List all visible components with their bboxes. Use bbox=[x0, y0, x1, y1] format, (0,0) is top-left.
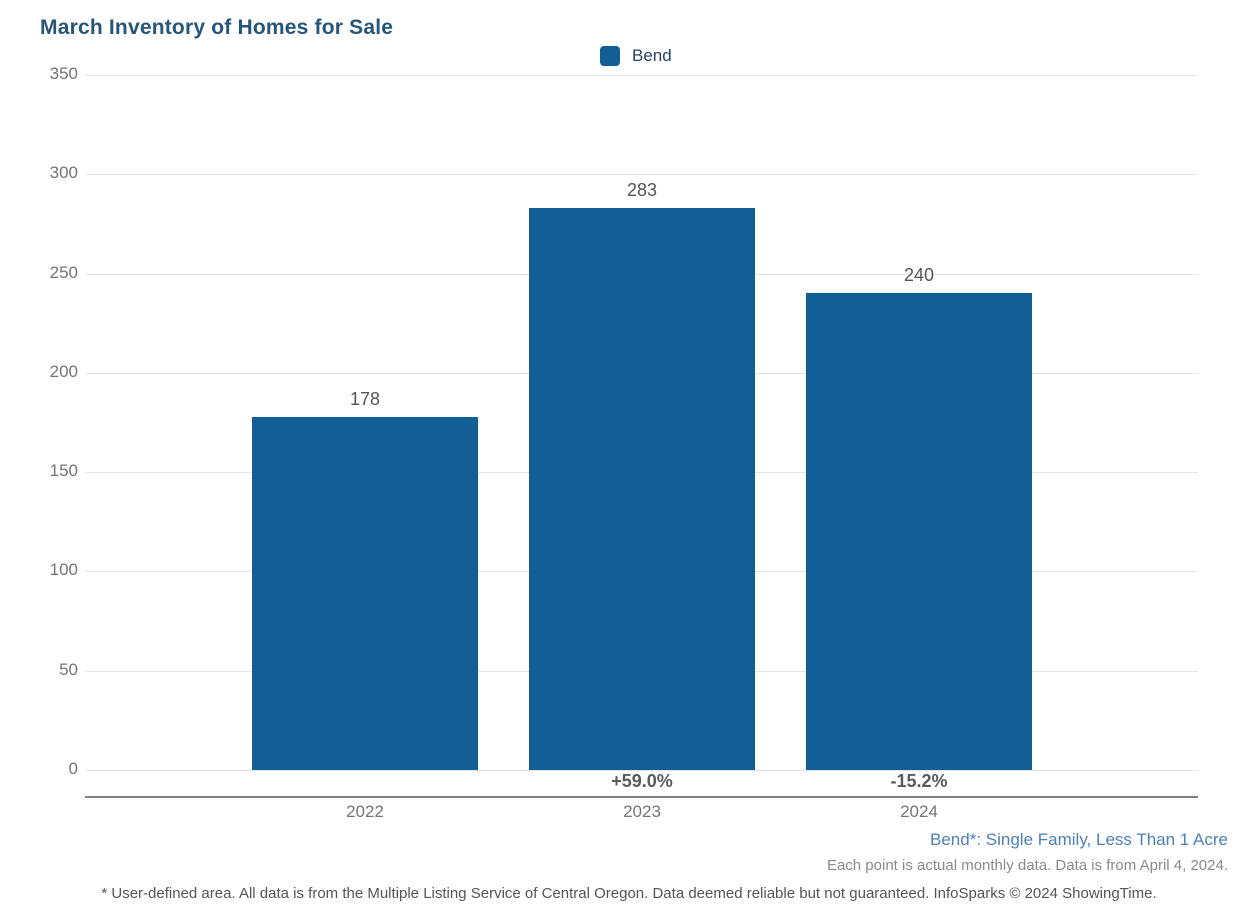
legend-label: Bend bbox=[632, 46, 672, 65]
data-note-footnote: Each point is actual monthly data. Data … bbox=[826, 857, 1228, 874]
gridline-350 bbox=[85, 75, 1198, 76]
bar-value-label-2022: 178 bbox=[349, 388, 381, 409]
bar-2023[interactable] bbox=[529, 208, 755, 770]
bar-value-label-2024: 240 bbox=[903, 265, 935, 286]
change-label-2024: -15.2% bbox=[890, 771, 948, 791]
legend-swatch-icon bbox=[600, 46, 620, 66]
y-axis-tick-250: 250 bbox=[49, 262, 78, 282]
x-axis-tick-2023: 2023 bbox=[623, 802, 661, 821]
gridline-300 bbox=[85, 174, 1198, 176]
bar-2022[interactable] bbox=[252, 416, 478, 770]
bar-2024[interactable] bbox=[806, 293, 1032, 770]
gridline-0 bbox=[85, 770, 1198, 771]
x-axis-tick-2024: 2024 bbox=[900, 802, 938, 821]
legend-item-bend[interactable]: Bend bbox=[600, 46, 672, 66]
x-axis-tick-2022: 2022 bbox=[346, 802, 384, 821]
y-axis-tick-100: 100 bbox=[49, 560, 78, 580]
chart-title: March Inventory of Homes for Sale bbox=[40, 16, 394, 39]
y-axis-tick-200: 200 bbox=[49, 361, 78, 381]
y-axis-tick-150: 150 bbox=[49, 461, 78, 481]
disclaimer-footnote: * User-defined area. All data is from th… bbox=[101, 885, 1157, 902]
change-label-2023: +59.0% bbox=[611, 771, 673, 791]
y-axis-tick-350: 350 bbox=[49, 64, 78, 83]
x-axis-line bbox=[85, 796, 1198, 798]
series-definition-footnote: Bend*: Single Family, Less Than 1 Acre bbox=[930, 830, 1228, 849]
y-axis-tick-300: 300 bbox=[49, 163, 78, 183]
y-axis-tick-0: 0 bbox=[68, 759, 78, 778]
y-axis-tick-50: 50 bbox=[59, 659, 78, 679]
bar-value-label-2023: 283 bbox=[626, 180, 658, 201]
